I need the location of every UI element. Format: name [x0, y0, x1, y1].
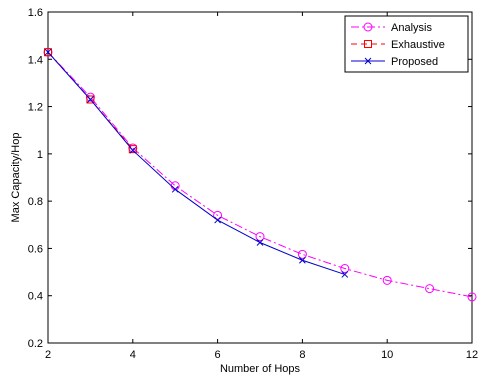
data-point-circle [425, 284, 435, 294]
legend-item-analysis: Analysis [351, 22, 432, 34]
data-point-square [128, 145, 137, 154]
data-point-x [44, 48, 52, 56]
series-proposed [44, 48, 349, 278]
series-layer [43, 47, 477, 302]
series-line-analysis [47, 51, 473, 298]
legend-label: Analysis [391, 22, 432, 34]
y-tick-label: 0.8 [28, 196, 43, 208]
x-marker-stroke [364, 57, 372, 65]
x-tick-label: 2 [45, 349, 51, 361]
data-point-circle [297, 249, 307, 259]
data-point-x [87, 96, 94, 103]
x-marker-stroke [44, 48, 52, 56]
x-tick-label: 8 [299, 349, 305, 361]
x-tick-label: 12 [466, 349, 478, 361]
data-point-x [129, 146, 137, 154]
y-tick-label: 1.6 [28, 7, 43, 19]
data-point-x [341, 271, 349, 278]
x-axis-label: Number of Hops [220, 363, 301, 375]
x-tick-label: 4 [130, 349, 136, 361]
legend-item-exhaustive: Exhaustive [351, 39, 445, 51]
series-line-proposed [47, 51, 345, 275]
data-point-x [256, 239, 264, 246]
axes: 2 4 6 8 10 12 0.2 0.4 0.6 0.8 1 1.2 1.4 1.6 [28, 7, 478, 361]
y-tick-label: 0.6 [28, 243, 43, 255]
data-point-circle [255, 232, 265, 242]
data-point-circle [340, 264, 350, 274]
data-point-square [364, 40, 372, 48]
y-tick-label: 1.4 [28, 54, 43, 66]
x-marker-stroke [87, 96, 94, 103]
legend-item-proposed: Proposed [351, 56, 438, 68]
y-axis-label: Max Capacity/Hop [10, 133, 22, 223]
x-marker-stroke [214, 216, 221, 224]
x-marker-stroke [299, 256, 306, 264]
x-tick-label: 10 [381, 349, 393, 361]
data-point-circle [382, 275, 392, 285]
x-marker-stroke [256, 239, 264, 246]
y-tick-label: 0.2 [28, 338, 43, 350]
data-point-x [299, 256, 306, 264]
data-point-x [364, 57, 372, 65]
data-point-square [86, 95, 95, 104]
data-point-x [214, 216, 221, 224]
x-tick-label: 6 [215, 349, 221, 361]
data-point-square [44, 48, 52, 57]
y-tick-label: 0.4 [28, 291, 43, 303]
data-point-circle [467, 292, 477, 302]
x-marker-stroke [129, 146, 137, 154]
x-marker-stroke [171, 185, 179, 193]
legend-label: Proposed [391, 56, 438, 68]
legend: Analysis Exhaustive Proposed [344, 15, 469, 73]
legend-label: Exhaustive [391, 39, 445, 51]
y-tick-label: 1.2 [28, 102, 43, 114]
y-tick-label: 1 [37, 149, 43, 161]
data-point-circle [363, 22, 373, 32]
data-point-circle [213, 210, 223, 220]
x-marker-stroke [341, 271, 349, 278]
data-point-x [171, 185, 179, 193]
